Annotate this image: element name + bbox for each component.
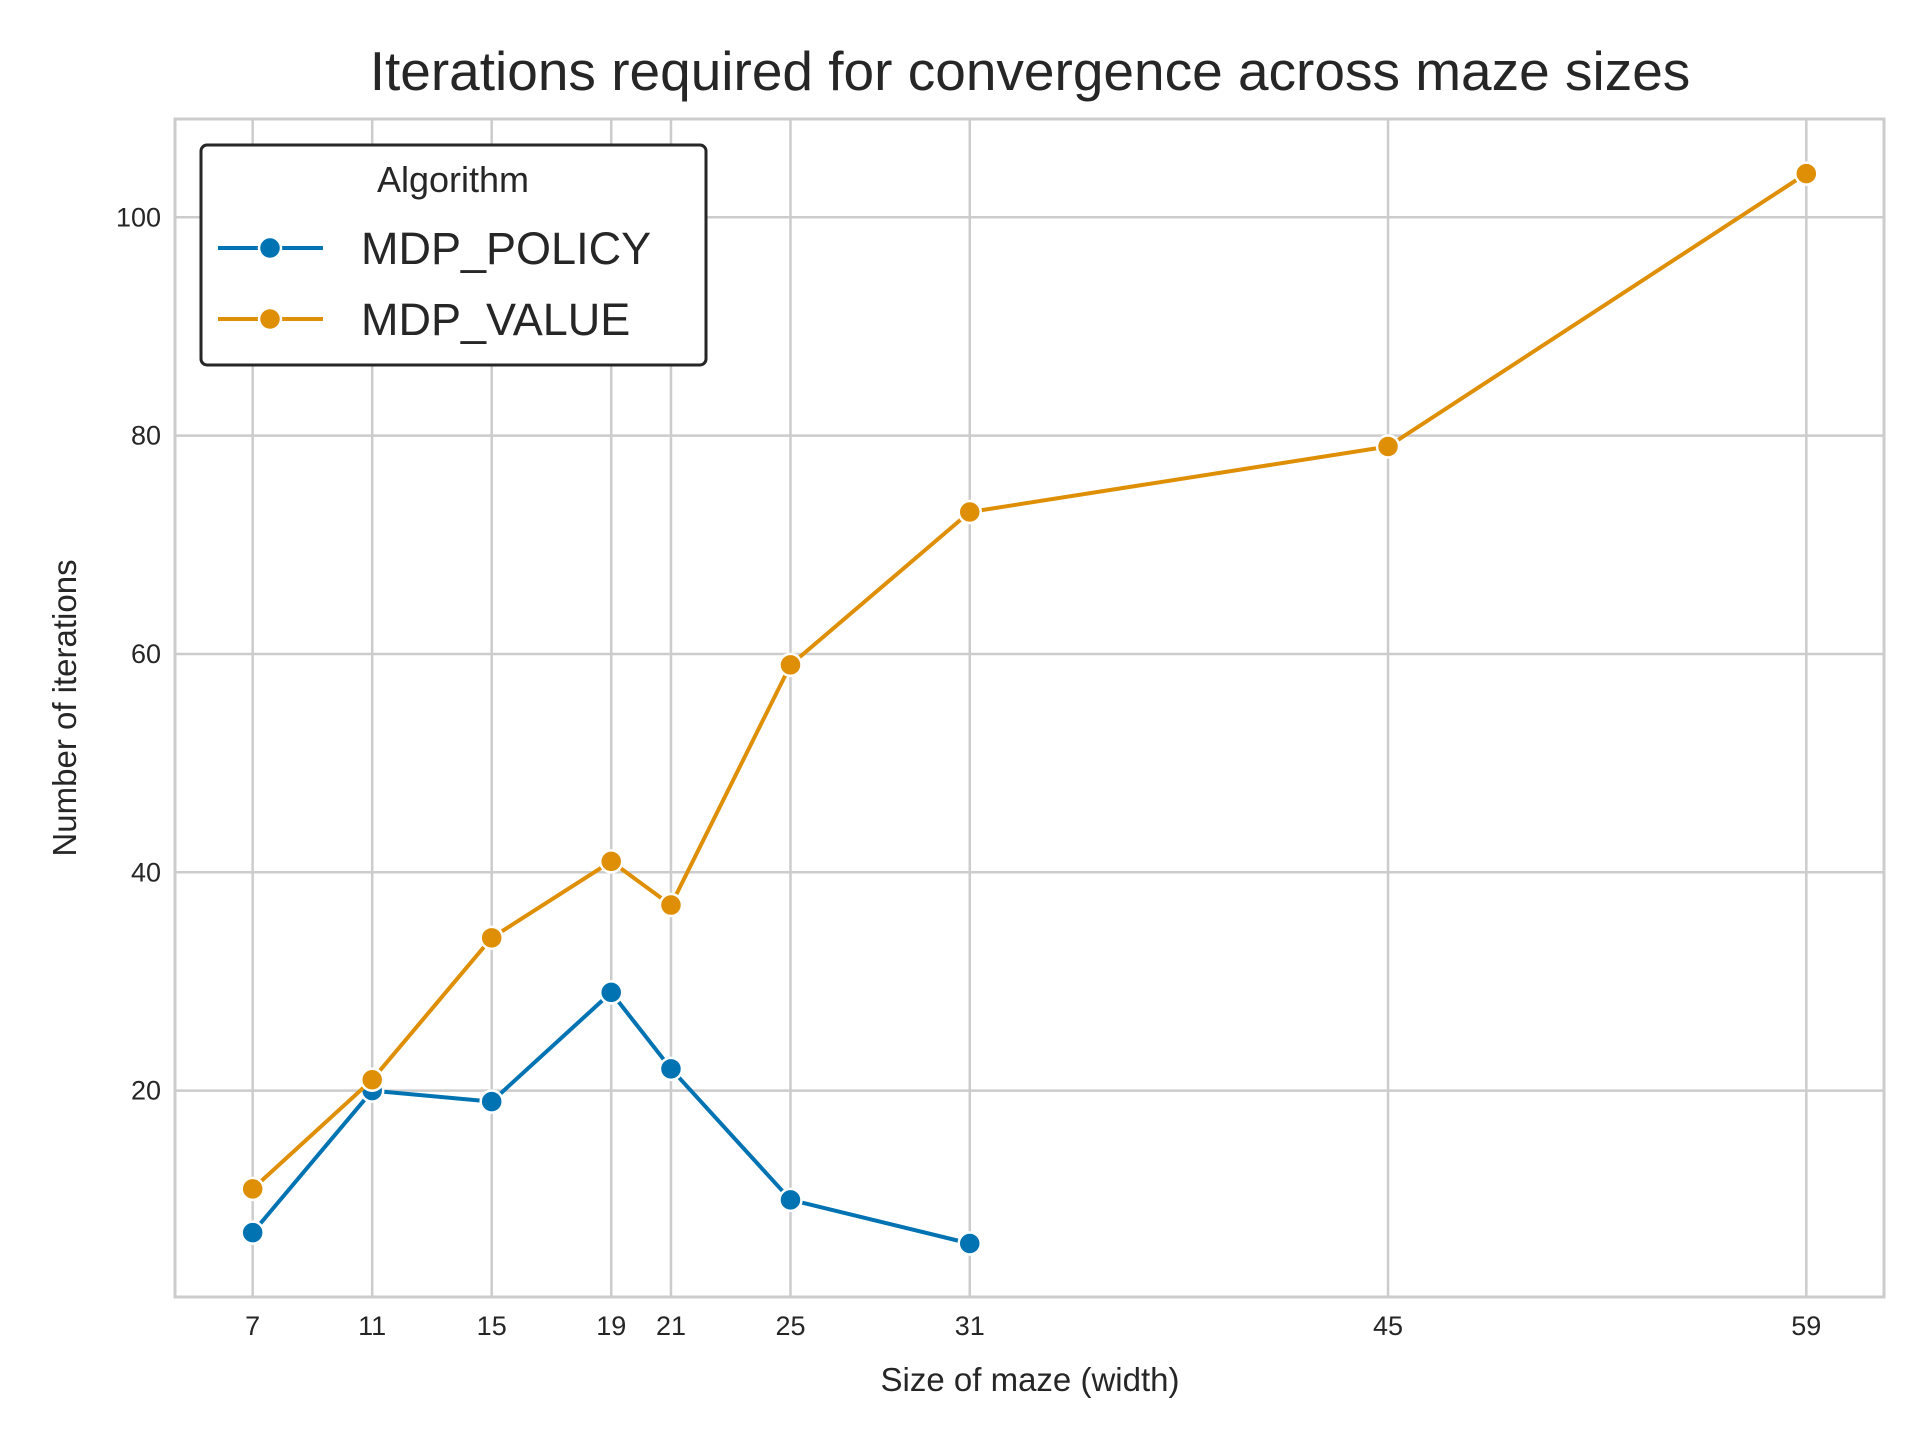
data-point-1-0 <box>240 1176 265 1202</box>
y-axis-ticks: 20 40 60 80 100 <box>116 202 161 1105</box>
x-tick-label-5: 25 <box>775 1311 805 1341</box>
legend-entry-0: MDP_POLICY <box>218 223 651 274</box>
data-point-1-4 <box>658 892 684 918</box>
data-point-1-5 <box>778 652 803 678</box>
data-point-0-5 <box>778 1187 803 1213</box>
x-tick-label-0: 7 <box>245 1311 260 1341</box>
y-tick-label-3: 80 <box>131 421 161 451</box>
data-point-1-1 <box>359 1067 385 1092</box>
x-tick-label-6: 31 <box>955 1311 985 1341</box>
legend-title: Algorithm <box>377 159 529 200</box>
data-point-0-4 <box>658 1056 684 1082</box>
legend-entry-1: MDP_VALUE <box>218 294 630 345</box>
data-point-1-6 <box>957 499 982 525</box>
x-axis-label: Size of maze (width) <box>881 1361 1180 1398</box>
chart-title: Iterations required for convergence acro… <box>370 40 1691 102</box>
data-point-0-6 <box>957 1231 982 1256</box>
legend-entries: MDP_POLICY MDP_VALUE <box>218 223 651 345</box>
x-tick-label-2: 15 <box>477 1311 507 1341</box>
x-tick-label-7: 45 <box>1373 1311 1403 1341</box>
data-point-0-0 <box>240 1220 265 1245</box>
plot-frame <box>173 117 1886 1299</box>
x-tick-label-3: 19 <box>596 1311 626 1341</box>
data-point-1-8 <box>1794 161 1819 186</box>
y-tick-label-0: 20 <box>131 1076 161 1106</box>
legend-label-0: MDP_POLICY <box>361 223 651 274</box>
y-tick-label-4: 100 <box>116 202 161 232</box>
data-point-1-2 <box>479 925 504 951</box>
y-tick-label-2: 60 <box>131 639 161 669</box>
y-tick-label-1: 40 <box>131 857 161 887</box>
data-point-1-3 <box>598 849 624 874</box>
series-layer <box>240 161 1819 1256</box>
legend-label-1: MDP_VALUE <box>361 294 630 345</box>
data-point-1-7 <box>1375 434 1401 459</box>
x-tick-label-8: 59 <box>1791 1311 1821 1341</box>
legend-swatch-marker-0 <box>257 235 283 261</box>
data-point-0-2 <box>479 1089 504 1114</box>
data-point-0-3 <box>598 980 624 1005</box>
x-tick-label-1: 11 <box>358 1311 386 1341</box>
x-axis-ticks: 7 11 15 19 21 25 31 45 59 <box>245 1311 1821 1341</box>
legend-swatch-marker-1 <box>257 306 283 332</box>
x-tick-label-4: 21 <box>656 1311 686 1341</box>
grid-lines <box>175 119 1884 1297</box>
y-axis-label: Number of iterations <box>46 559 83 856</box>
legend-box <box>199 143 708 367</box>
legend: Algorithm MDP_POLICY MDP_VALUE <box>199 143 708 367</box>
series-mdp-value <box>240 161 1819 1202</box>
